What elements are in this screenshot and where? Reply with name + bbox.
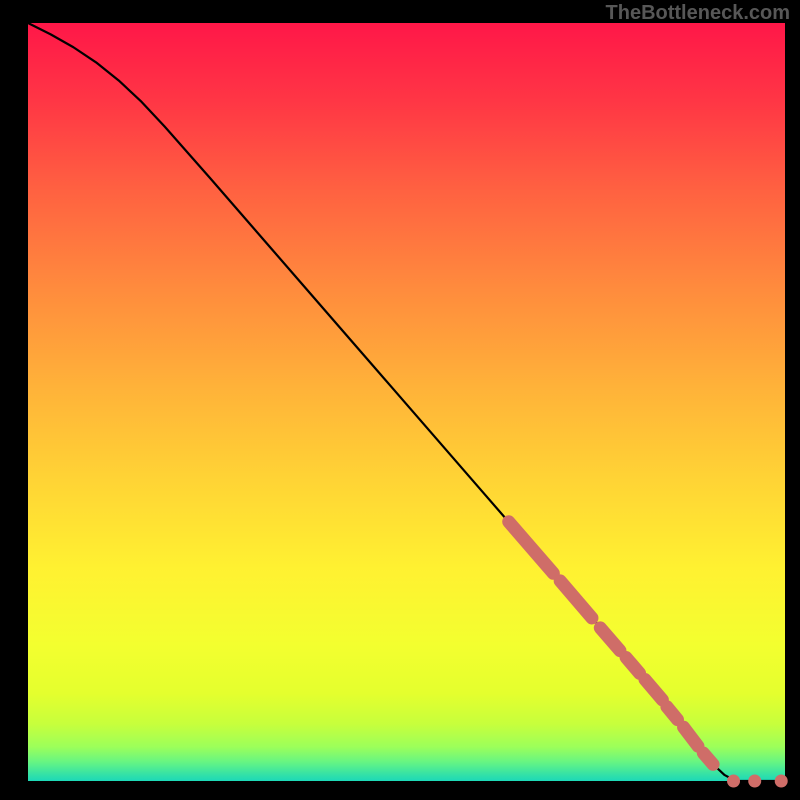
flat-dots	[727, 775, 788, 788]
chart-canvas	[0, 0, 800, 800]
plot-background	[28, 23, 785, 781]
watermark-text: TheBottleneck.com	[606, 2, 790, 25]
